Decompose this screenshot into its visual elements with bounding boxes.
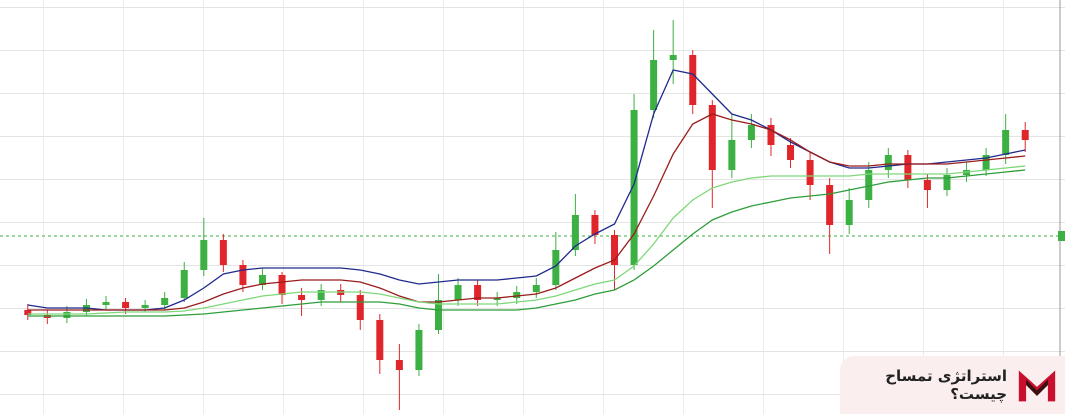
- moving-average: [27, 69, 1026, 311]
- candle-body: [826, 185, 834, 225]
- candle-body: [591, 215, 599, 235]
- candle-body: [747, 125, 755, 140]
- candle-body: [845, 200, 853, 225]
- candle-body: [982, 155, 990, 170]
- candle-body: [708, 105, 716, 170]
- moving-average: [27, 113, 1026, 311]
- moving-average: [27, 169, 1026, 317]
- candle-body: [258, 275, 266, 285]
- candle-body: [552, 250, 560, 285]
- candle-body: [317, 290, 325, 300]
- candle-body: [787, 145, 795, 160]
- candle-body: [513, 292, 521, 298]
- candle-body: [122, 302, 130, 308]
- candle-body: [63, 312, 71, 318]
- candle-body: [102, 302, 110, 305]
- candle-body: [141, 305, 149, 308]
- moving-average: [27, 165, 1026, 315]
- candle-body: [278, 275, 286, 295]
- candle-body: [474, 285, 482, 300]
- caption-box: استراتژی تمساح چیست؟: [840, 356, 1065, 414]
- candle-body: [180, 270, 188, 298]
- candle-body: [767, 125, 775, 145]
- candle-body: [669, 55, 677, 60]
- candle-body: [943, 175, 951, 190]
- candle-body: [239, 265, 247, 285]
- candle-body: [923, 180, 931, 190]
- candle-body: [200, 240, 208, 270]
- candle-body: [454, 285, 462, 300]
- candle-body: [650, 60, 658, 110]
- candle-body: [415, 330, 423, 370]
- candle-body: [493, 298, 501, 300]
- candle-body: [689, 55, 697, 105]
- candle-body: [884, 155, 892, 170]
- candle-body: [571, 215, 579, 250]
- candle-body: [611, 235, 619, 265]
- candle-body: [1002, 130, 1010, 155]
- candle-body: [376, 320, 384, 360]
- candle-body: [219, 240, 227, 265]
- candle-body: [904, 155, 912, 180]
- candle-body: [161, 298, 169, 305]
- candle-body: [298, 295, 306, 300]
- candle-body: [728, 140, 736, 170]
- candle-body: [865, 170, 873, 200]
- candle-body: [806, 160, 814, 185]
- candle-body: [434, 300, 442, 330]
- price-marker: [1058, 231, 1065, 241]
- candle-body: [630, 110, 638, 265]
- candle-body: [24, 310, 32, 315]
- candle-body: [356, 295, 364, 320]
- candle-body: [395, 360, 403, 370]
- candle-body: [1021, 130, 1029, 140]
- caption-text: استراتژی تمساح چیست؟: [885, 367, 1008, 403]
- logo: [1018, 370, 1056, 402]
- candle-body: [532, 285, 540, 292]
